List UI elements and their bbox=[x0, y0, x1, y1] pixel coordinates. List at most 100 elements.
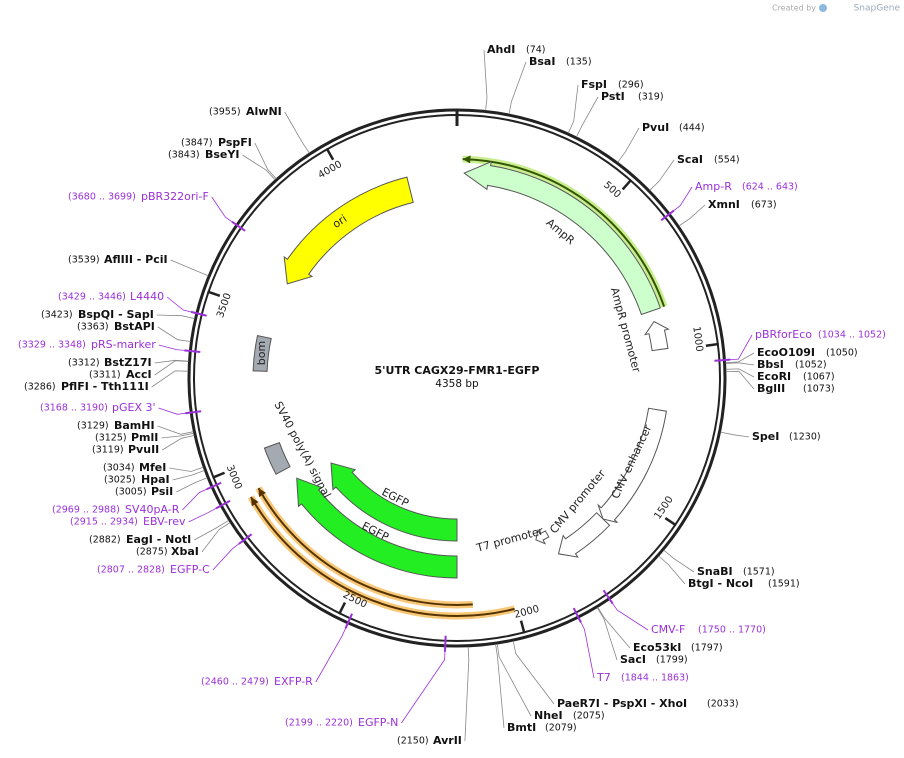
enzyme-position: (296) bbox=[618, 80, 644, 91]
watermark-prefix: Created by bbox=[772, 4, 816, 13]
enzyme-name: BamHI bbox=[114, 419, 155, 432]
enzyme-name: ScaI bbox=[677, 153, 703, 166]
enzyme-position: (554) bbox=[714, 155, 740, 166]
primer-name: EGFP-N bbox=[358, 716, 398, 729]
primer-range: (2460 .. 2479) bbox=[201, 677, 269, 688]
enzyme-name: AlwNI bbox=[246, 105, 282, 118]
highlight-head bbox=[258, 488, 266, 497]
primer-range: (1750 .. 1770) bbox=[698, 625, 766, 636]
enzyme-name: PstI bbox=[601, 90, 625, 103]
leader-line bbox=[617, 127, 640, 163]
leader-line bbox=[649, 159, 675, 191]
enzyme-position: (2882) bbox=[89, 535, 121, 546]
leader-line bbox=[576, 96, 599, 138]
highlight-line bbox=[250, 496, 515, 617]
primer-mark bbox=[238, 533, 253, 545]
ring-tick bbox=[664, 516, 677, 527]
leader-line bbox=[211, 196, 237, 225]
leader-line bbox=[170, 259, 209, 277]
enzyme-position: (1799) bbox=[656, 655, 688, 666]
enzyme-name: AvrII bbox=[433, 734, 462, 747]
feature-sv40 bbox=[263, 441, 291, 475]
enzyme-position: (2150) bbox=[397, 736, 429, 747]
enzyme-name: XbaI bbox=[171, 545, 199, 558]
leader-line bbox=[315, 623, 348, 683]
primer-range: (3168 .. 3190) bbox=[40, 403, 108, 414]
primer-range: (2807 .. 2828) bbox=[97, 565, 165, 576]
primer-name: Amp-R bbox=[695, 180, 732, 193]
primer-name: T7 bbox=[596, 671, 611, 684]
enzyme-position: (3129) bbox=[77, 421, 109, 432]
primer-name: EGFP-C bbox=[170, 563, 210, 576]
leader-line bbox=[464, 646, 470, 742]
enzyme-position: (1591) bbox=[768, 579, 800, 590]
enzyme-position: (1571) bbox=[743, 567, 775, 578]
enzyme-name: PvuII bbox=[128, 443, 159, 456]
enzyme-position: (673) bbox=[751, 200, 777, 211]
highlight-head bbox=[462, 155, 471, 164]
ring-tick bbox=[705, 342, 719, 347]
highlight-head bbox=[250, 497, 259, 507]
leader-line bbox=[720, 431, 750, 438]
enzyme-position: (3125) bbox=[95, 433, 127, 444]
enzyme-position: (3847) bbox=[181, 138, 213, 149]
leader-line bbox=[597, 606, 631, 649]
enzyme-position: (2075) bbox=[573, 711, 605, 722]
primer-name: EXFP-R bbox=[274, 675, 313, 688]
enzyme-name: PflFI - Tth111I bbox=[61, 380, 149, 393]
watermark-brand: SnapGene bbox=[854, 4, 901, 14]
enzyme-position: (3312) bbox=[68, 358, 100, 369]
primer-name: SV40pA-R bbox=[125, 503, 180, 516]
leader-line bbox=[212, 540, 244, 571]
primer-range: (1034 .. 1052) bbox=[818, 330, 886, 341]
primer-range: (3680 .. 3699) bbox=[68, 192, 136, 203]
enzyme-name: BstZ17I bbox=[104, 356, 152, 369]
leader-line bbox=[725, 370, 755, 390]
leader-line bbox=[156, 314, 195, 319]
primer-name: EBV-rev bbox=[143, 515, 186, 528]
enzyme-name: Eco53kI bbox=[633, 641, 681, 654]
leader-line bbox=[182, 486, 212, 511]
leader-line bbox=[483, 49, 488, 111]
enzyme-position: (319) bbox=[638, 92, 664, 103]
leader-line bbox=[725, 352, 755, 364]
primer-mark bbox=[714, 358, 731, 362]
enzyme-position: (444) bbox=[679, 123, 705, 134]
leader-line bbox=[166, 296, 196, 314]
primer-name: pBR322ori-F bbox=[141, 190, 209, 203]
enzyme-name: PspFI bbox=[218, 136, 252, 149]
primer-range: (624 .. 643) bbox=[742, 182, 798, 193]
enzyme-position: (74) bbox=[526, 45, 546, 56]
enzyme-name: BmtI bbox=[507, 721, 536, 734]
primer-mark bbox=[215, 499, 231, 510]
leader-line bbox=[154, 359, 189, 364]
watermark-icon bbox=[819, 4, 827, 12]
enzyme-position: (3005) bbox=[115, 487, 147, 498]
enzyme-name: BspQI - SapI bbox=[78, 308, 154, 321]
enzyme-position: (1073) bbox=[803, 384, 835, 395]
primer-name: L4440 bbox=[130, 290, 164, 303]
leader-line bbox=[669, 186, 693, 214]
ring-tick-label: 4000 bbox=[316, 159, 344, 181]
primer-mark bbox=[344, 613, 353, 629]
primer-mark bbox=[572, 607, 582, 623]
enzyme-position: (3955) bbox=[209, 107, 241, 118]
primer-range: (1844 .. 1863) bbox=[621, 673, 689, 684]
leader-line bbox=[201, 522, 231, 553]
leader-line bbox=[254, 142, 277, 180]
leader-line bbox=[401, 646, 446, 724]
leader-line bbox=[508, 61, 527, 115]
features bbox=[247, 155, 670, 620]
primer-range: (2915 .. 2934) bbox=[70, 517, 138, 528]
enzyme-position: (3539) bbox=[68, 255, 100, 266]
leader-line bbox=[151, 370, 189, 388]
primer-range: (2199 .. 2220) bbox=[285, 718, 353, 729]
leader-line bbox=[658, 555, 686, 585]
primer-range: (3329 .. 3348) bbox=[18, 340, 86, 351]
enzyme-name: AccI bbox=[126, 368, 152, 381]
ring-tick bbox=[621, 178, 633, 191]
ring-tick-label: 3000 bbox=[224, 463, 244, 491]
leader-line bbox=[284, 111, 310, 154]
primer-mark bbox=[602, 589, 614, 605]
primer-name: pGEX 3' bbox=[112, 401, 156, 414]
